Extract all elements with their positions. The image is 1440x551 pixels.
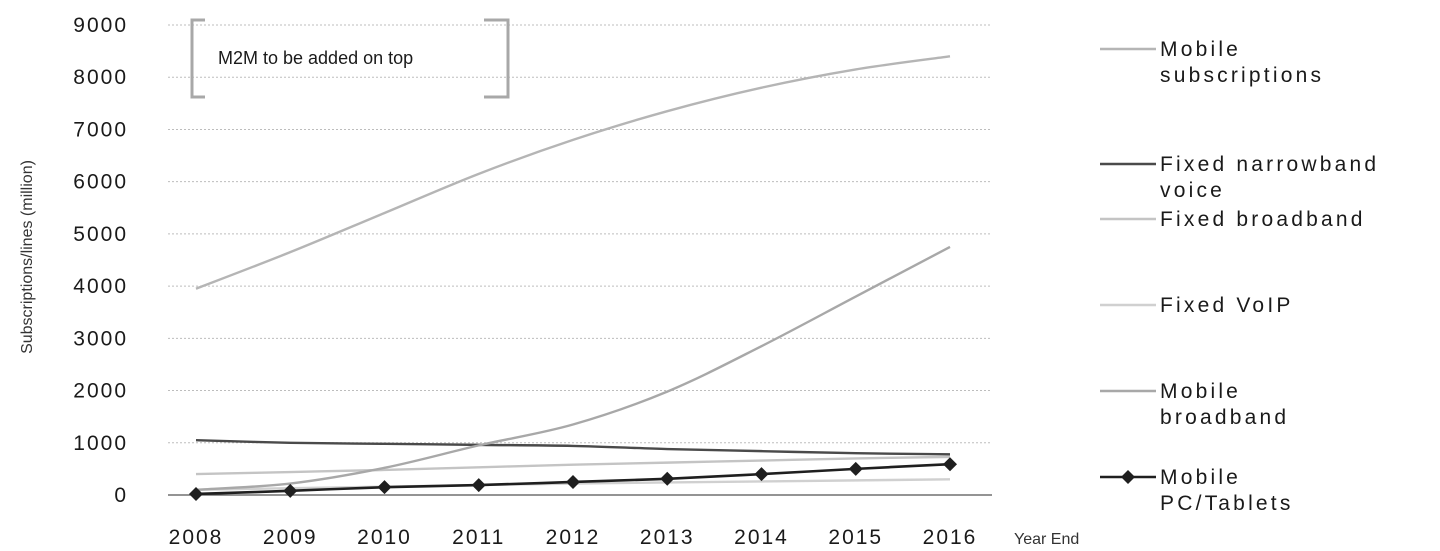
annotation-box: M2M to be added on top bbox=[190, 18, 510, 99]
data-point-mobile-pc-tablets bbox=[943, 457, 957, 472]
y-tick-label: 6000 bbox=[73, 171, 128, 194]
series-line-mobile-subscriptions bbox=[195, 55, 951, 290]
legend-label-mobile-pc-tablets: Mobile PC/Tablets bbox=[1160, 466, 1294, 515]
annotation-text: M2M to be added on top bbox=[218, 48, 413, 68]
data-point-mobile-pc-tablets bbox=[377, 480, 392, 495]
series-lines bbox=[189, 55, 957, 501]
x-axis: 2008 2009 2010 2011 2012 2013 2014 2015 2016 bbox=[169, 526, 978, 549]
legend-label-fixed-voip: Fixed VoIP bbox=[1160, 294, 1294, 317]
y-axis-title: Subscriptions/lines (million) bbox=[19, 160, 36, 354]
y-tick-label: 2000 bbox=[73, 380, 128, 403]
y-tick-label: 0 bbox=[114, 484, 128, 507]
data-point-mobile-pc-tablets bbox=[189, 486, 203, 501]
x-tick-label: 2009 bbox=[263, 526, 318, 549]
legend-label-mobile-subscriptions: Mobile subscriptions bbox=[1160, 38, 1324, 87]
x-tick-label: 2013 bbox=[640, 526, 695, 549]
legend-marker-mobile-pc-tablets bbox=[1121, 470, 1135, 484]
data-point-mobile-pc-tablets bbox=[848, 461, 863, 476]
x-tick-label: 2014 bbox=[734, 526, 789, 549]
data-point-mobile-pc-tablets bbox=[471, 478, 486, 493]
y-tick-label: 8000 bbox=[73, 66, 128, 89]
series-line-fixed-narrowband-voice bbox=[195, 438, 951, 456]
data-point-mobile-pc-tablets bbox=[660, 471, 675, 486]
y-tick-label: 4000 bbox=[73, 275, 128, 298]
x-tick-label: 2008 bbox=[169, 526, 224, 549]
series-line-mobile-broadband bbox=[195, 245, 951, 491]
data-point-mobile-pc-tablets bbox=[283, 483, 298, 498]
gridlines bbox=[168, 24, 992, 496]
legend-label-fixed-broadband: Fixed broadband bbox=[1160, 208, 1366, 231]
x-axis-title: Year End bbox=[1014, 531, 1079, 548]
data-point-mobile-pc-tablets bbox=[566, 474, 580, 489]
x-tick-label: 2015 bbox=[828, 526, 883, 549]
y-tick-label: 5000 bbox=[73, 223, 128, 246]
x-tick-label: 2010 bbox=[357, 526, 412, 549]
legend-label-fixed-narrowband-voice: Fixed narrowband voice bbox=[1160, 153, 1379, 202]
legend: Mobile subscriptions Fixed narrowband voice… bbox=[1100, 38, 1379, 515]
y-tick-label: 3000 bbox=[73, 327, 128, 350]
x-tick-label: 2012 bbox=[546, 526, 601, 549]
x-tick-label: 2016 bbox=[923, 526, 978, 549]
series-line-fixed-broadband bbox=[195, 455, 951, 476]
y-tick-label: 1000 bbox=[73, 432, 128, 455]
y-axis: 0 1000 2000 3000 4000 5000 6000 7000 8000 9000 bbox=[73, 14, 128, 507]
y-tick-label: 9000 bbox=[73, 14, 128, 37]
y-tick-label: 7000 bbox=[73, 118, 128, 141]
data-point-mobile-pc-tablets bbox=[754, 467, 769, 482]
x-tick-label: 2011 bbox=[452, 526, 505, 549]
legend-label-mobile-broadband: Mobile broadband bbox=[1160, 380, 1289, 429]
